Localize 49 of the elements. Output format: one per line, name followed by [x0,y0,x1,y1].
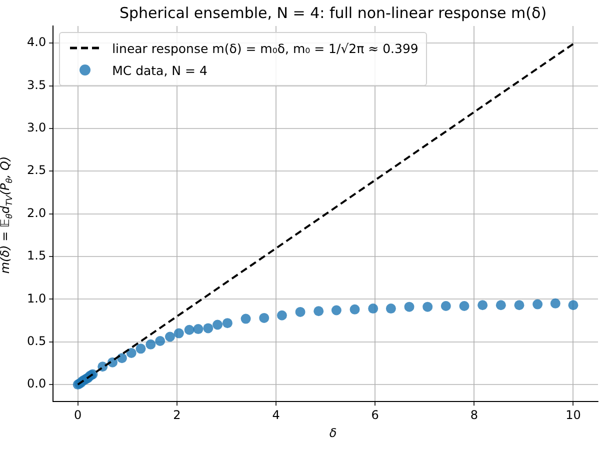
x-tick-label: 2 [173,408,181,422]
x-tick-label: 8 [470,408,478,422]
point [240,314,251,324]
point [276,310,287,320]
point [295,306,306,317]
point [440,300,451,311]
point [459,300,470,311]
y-tick-label: 3.5 [26,78,46,92]
point [146,339,156,350]
y-tick-label: 0.0 [26,376,46,391]
point [222,318,232,328]
point [212,320,223,330]
point [136,344,146,354]
point [259,312,270,323]
point [164,332,175,342]
point [568,300,578,310]
point [550,298,560,308]
y-tick-label: 3.0 [26,120,46,135]
legend-label: MC data, N = 4 [112,62,208,78]
x-tick-label: 4 [272,408,280,422]
point [496,300,506,310]
point [532,299,543,310]
point [193,324,204,334]
y-tick-label: 0.5 [26,334,46,348]
point [126,348,136,358]
y-tick-label: 1.5 [26,248,46,263]
point [386,304,396,314]
y-tick-label: 4.0 [26,35,46,50]
y-tick-label: 1.0 [26,291,46,306]
point [514,300,524,310]
point [478,300,488,310]
legend-label: linear response m(δ) = m₀δ, m₀ = 1/√2π ≈ 0.399 [112,40,418,56]
point [203,323,214,334]
point [368,304,378,314]
point [331,305,342,316]
point [155,336,166,346]
point [422,302,433,312]
y-tick-label: 2.5 [26,163,46,178]
x-axis-title: δ [328,426,338,440]
y-tick-label: 2.0 [26,206,46,220]
point [174,328,184,338]
x-tick-label: 10 [566,408,581,422]
x-tick-label: 6 [371,408,379,422]
point [404,302,414,312]
x-tick-label: 0 [74,408,82,422]
point [350,304,360,314]
chart-title: Spherical ensemble, N = 4: full non-linear response m(δ) [118,4,548,22]
point [184,324,194,335]
point [314,306,324,316]
